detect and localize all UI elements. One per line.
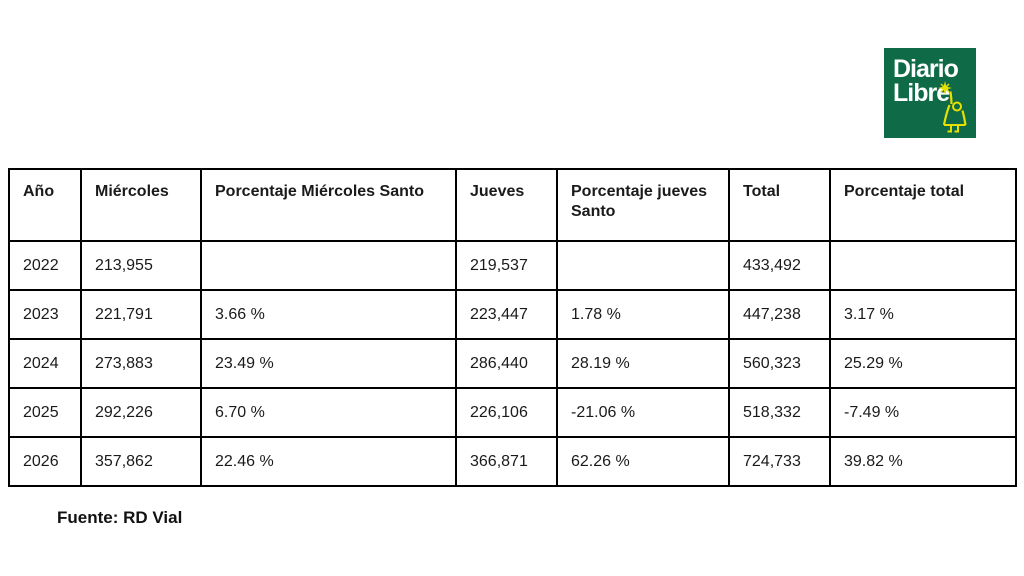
cell-year: 2026	[8, 436, 82, 487]
cell-pct-miercoles: 23.49 %	[200, 338, 457, 389]
table-row-2024: 2024 273,883 23.49 % 286,440 28.19 % 560…	[8, 338, 1017, 389]
logo-line1: Diario	[893, 55, 959, 83]
cell-miercoles: 357,862	[80, 436, 202, 487]
cell-pct-jueves	[556, 240, 730, 291]
col-header-total: Total	[728, 168, 831, 242]
col-header-ano: Año	[8, 168, 82, 242]
cell-pct-miercoles	[200, 240, 457, 291]
cell-pct-jueves: 62.26 %	[556, 436, 730, 487]
cell-total: 447,238	[728, 289, 831, 340]
cell-year: 2024	[8, 338, 82, 389]
cell-total: 560,323	[728, 338, 831, 389]
holy-week-traffic-table: Año Miércoles Porcentaje Miércoles Santo…	[8, 168, 1017, 487]
cell-pct-jueves: -21.06 %	[556, 387, 730, 438]
person-reaching-star-icon	[938, 81, 967, 133]
cell-jueves: 366,871	[455, 436, 558, 487]
cell-pct-total	[829, 240, 1017, 291]
source-attribution: Fuente: RD Vial	[57, 508, 183, 527]
cell-miercoles: 292,226	[80, 387, 202, 438]
cell-year: 2025	[8, 387, 82, 438]
table-header-row: Año Miércoles Porcentaje Miércoles Santo…	[8, 168, 1017, 242]
cell-jueves: 219,537	[455, 240, 558, 291]
cell-total: 724,733	[728, 436, 831, 487]
table-row-2023: 2023 221,791 3.66 % 223,447 1.78 % 447,2…	[8, 289, 1017, 340]
cell-total: 518,332	[728, 387, 831, 438]
cell-pct-total: 25.29 %	[829, 338, 1017, 389]
cell-jueves: 223,447	[455, 289, 558, 340]
col-header-jueves: Jueves	[455, 168, 558, 242]
col-header-porcentaje-miercoles: Porcentaje Miércoles Santo	[200, 168, 457, 242]
col-header-porcentaje-jueves: Porcentaje jueves Santo	[556, 168, 730, 242]
table-row-2026: 2026 357,862 22.46 % 366,871 62.26 % 724…	[8, 436, 1017, 487]
cell-pct-jueves: 28.19 %	[556, 338, 730, 389]
cell-pct-total: 3.17 %	[829, 289, 1017, 340]
cell-pct-total: -7.49 %	[829, 387, 1017, 438]
cell-pct-miercoles: 22.46 %	[200, 436, 457, 487]
cell-total: 433,492	[728, 240, 831, 291]
diario-libre-logo: Diario Libre	[884, 48, 976, 138]
cell-year: 2023	[8, 289, 82, 340]
col-header-porcentaje-total: Porcentaje total	[829, 168, 1017, 242]
cell-jueves: 286,440	[455, 338, 558, 389]
cell-jueves: 226,106	[455, 387, 558, 438]
cell-year: 2022	[8, 240, 82, 291]
cell-pct-miercoles: 3.66 %	[200, 289, 457, 340]
col-header-miercoles: Miércoles	[80, 168, 202, 242]
table-row-2022: 2022 213,955 219,537 433,492	[8, 240, 1017, 291]
cell-pct-miercoles: 6.70 %	[200, 387, 457, 438]
cell-miercoles: 221,791	[80, 289, 202, 340]
cell-miercoles: 273,883	[80, 338, 202, 389]
table-row-2025: 2025 292,226 6.70 % 226,106 -21.06 % 518…	[8, 387, 1017, 438]
cell-miercoles: 213,955	[80, 240, 202, 291]
cell-pct-total: 39.82 %	[829, 436, 1017, 487]
cell-pct-jueves: 1.78 %	[556, 289, 730, 340]
